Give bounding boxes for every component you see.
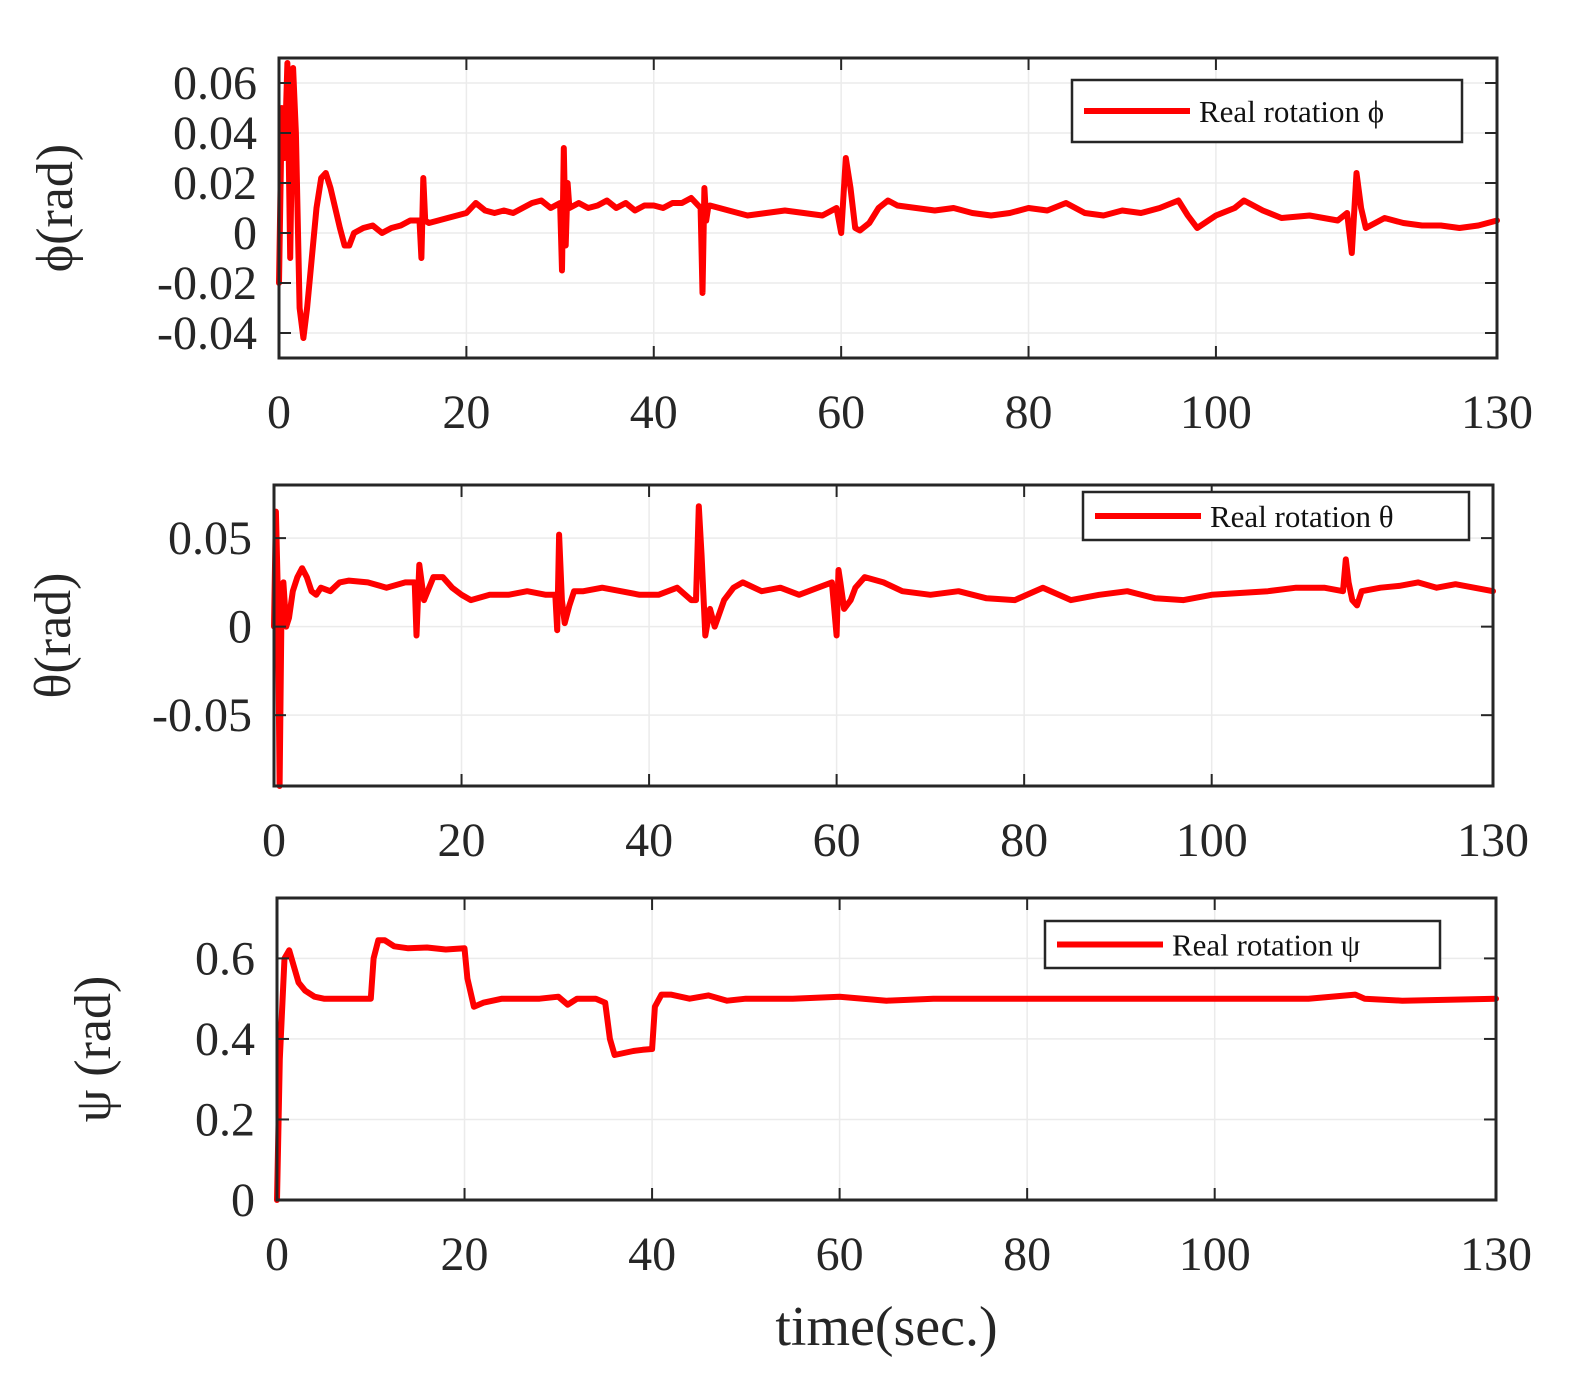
legend-label: Real rotation ϕ — [1199, 94, 1384, 129]
y-tick-label: -0.04 — [157, 307, 257, 360]
y-tick-label: 0.06 — [173, 57, 257, 110]
y-tick-label: 0.4 — [195, 1013, 255, 1066]
axes-box — [277, 56, 1499, 360]
axes-box — [272, 483, 1495, 788]
y-axis-label: ϕ(rad) — [27, 144, 84, 272]
y-tick-label: 0 — [231, 1174, 255, 1227]
y-axis-label: θ(rad) — [25, 573, 82, 699]
legend: Real rotation θ — [1081, 490, 1471, 542]
x-tick-label: 100 — [1176, 814, 1248, 867]
legend: Real rotation ψ — [1043, 919, 1442, 970]
y-tick-label: 0.02 — [173, 157, 257, 210]
x-tick-label: 0 — [267, 386, 291, 439]
x-axis-label: time(sec.) — [775, 1296, 997, 1358]
axes-box — [275, 896, 1498, 1202]
y-tick-label: 0.04 — [173, 107, 257, 160]
x-tick-label: 40 — [628, 1228, 676, 1281]
data-series-line — [271, 503, 1496, 789]
y-axis-label: ψ (rad) — [65, 976, 122, 1123]
subplot-theta: 0 20 40 60 80 100 130 -0.05 0 0.05 θ(rad) Real rota… — [25, 483, 1529, 867]
x-tick-label: 40 — [630, 386, 678, 439]
x-tick-label: 0 — [262, 814, 286, 867]
x-tick-label: 80 — [1000, 814, 1048, 867]
subplot-psi: 0 20 40 60 80 100 130 0 0.2 0.4 0.6 ψ (rad) time(sec… — [65, 896, 1532, 1358]
x-tick-label: 80 — [1005, 386, 1053, 439]
x-tick-label: 130 — [1457, 814, 1529, 867]
legend: Real rotation ϕ — [1070, 78, 1464, 144]
subplot-phi: 0 20 40 60 80 100 130-0.04-0.0200.020.040.06ϕ(… — [27, 56, 1533, 439]
y-tick-label: 0.6 — [195, 932, 255, 985]
data-series-line — [274, 937, 1499, 1203]
y-tick-label: 0.2 — [195, 1093, 255, 1146]
x-tick-label: 130 — [1460, 1228, 1532, 1281]
x-tick-label: 40 — [625, 814, 673, 867]
x-tick-label: 20 — [438, 814, 486, 867]
legend-label: Real rotation ψ — [1172, 928, 1361, 963]
y-tick-label: -0.02 — [157, 257, 257, 310]
x-tick-label: 60 — [813, 814, 861, 867]
x-tick-label: 130 — [1461, 386, 1533, 439]
data-series-line — [276, 60, 1500, 341]
legend-label: Real rotation θ — [1210, 499, 1394, 534]
y-tick-label: 0 — [228, 601, 252, 654]
x-tick-label: 60 — [816, 1228, 864, 1281]
x-tick-label: 20 — [442, 386, 490, 439]
y-tick-label: 0 — [233, 207, 257, 260]
y-tick-label: 0.05 — [168, 512, 252, 565]
x-tick-label: 0 — [265, 1228, 289, 1281]
y-tick-label: -0.05 — [152, 689, 252, 742]
x-tick-label: 60 — [817, 386, 865, 439]
x-tick-label: 100 — [1179, 1228, 1251, 1281]
x-tick-label: 100 — [1180, 386, 1252, 439]
x-tick-label: 20 — [441, 1228, 489, 1281]
x-tick-label: 80 — [1003, 1228, 1051, 1281]
